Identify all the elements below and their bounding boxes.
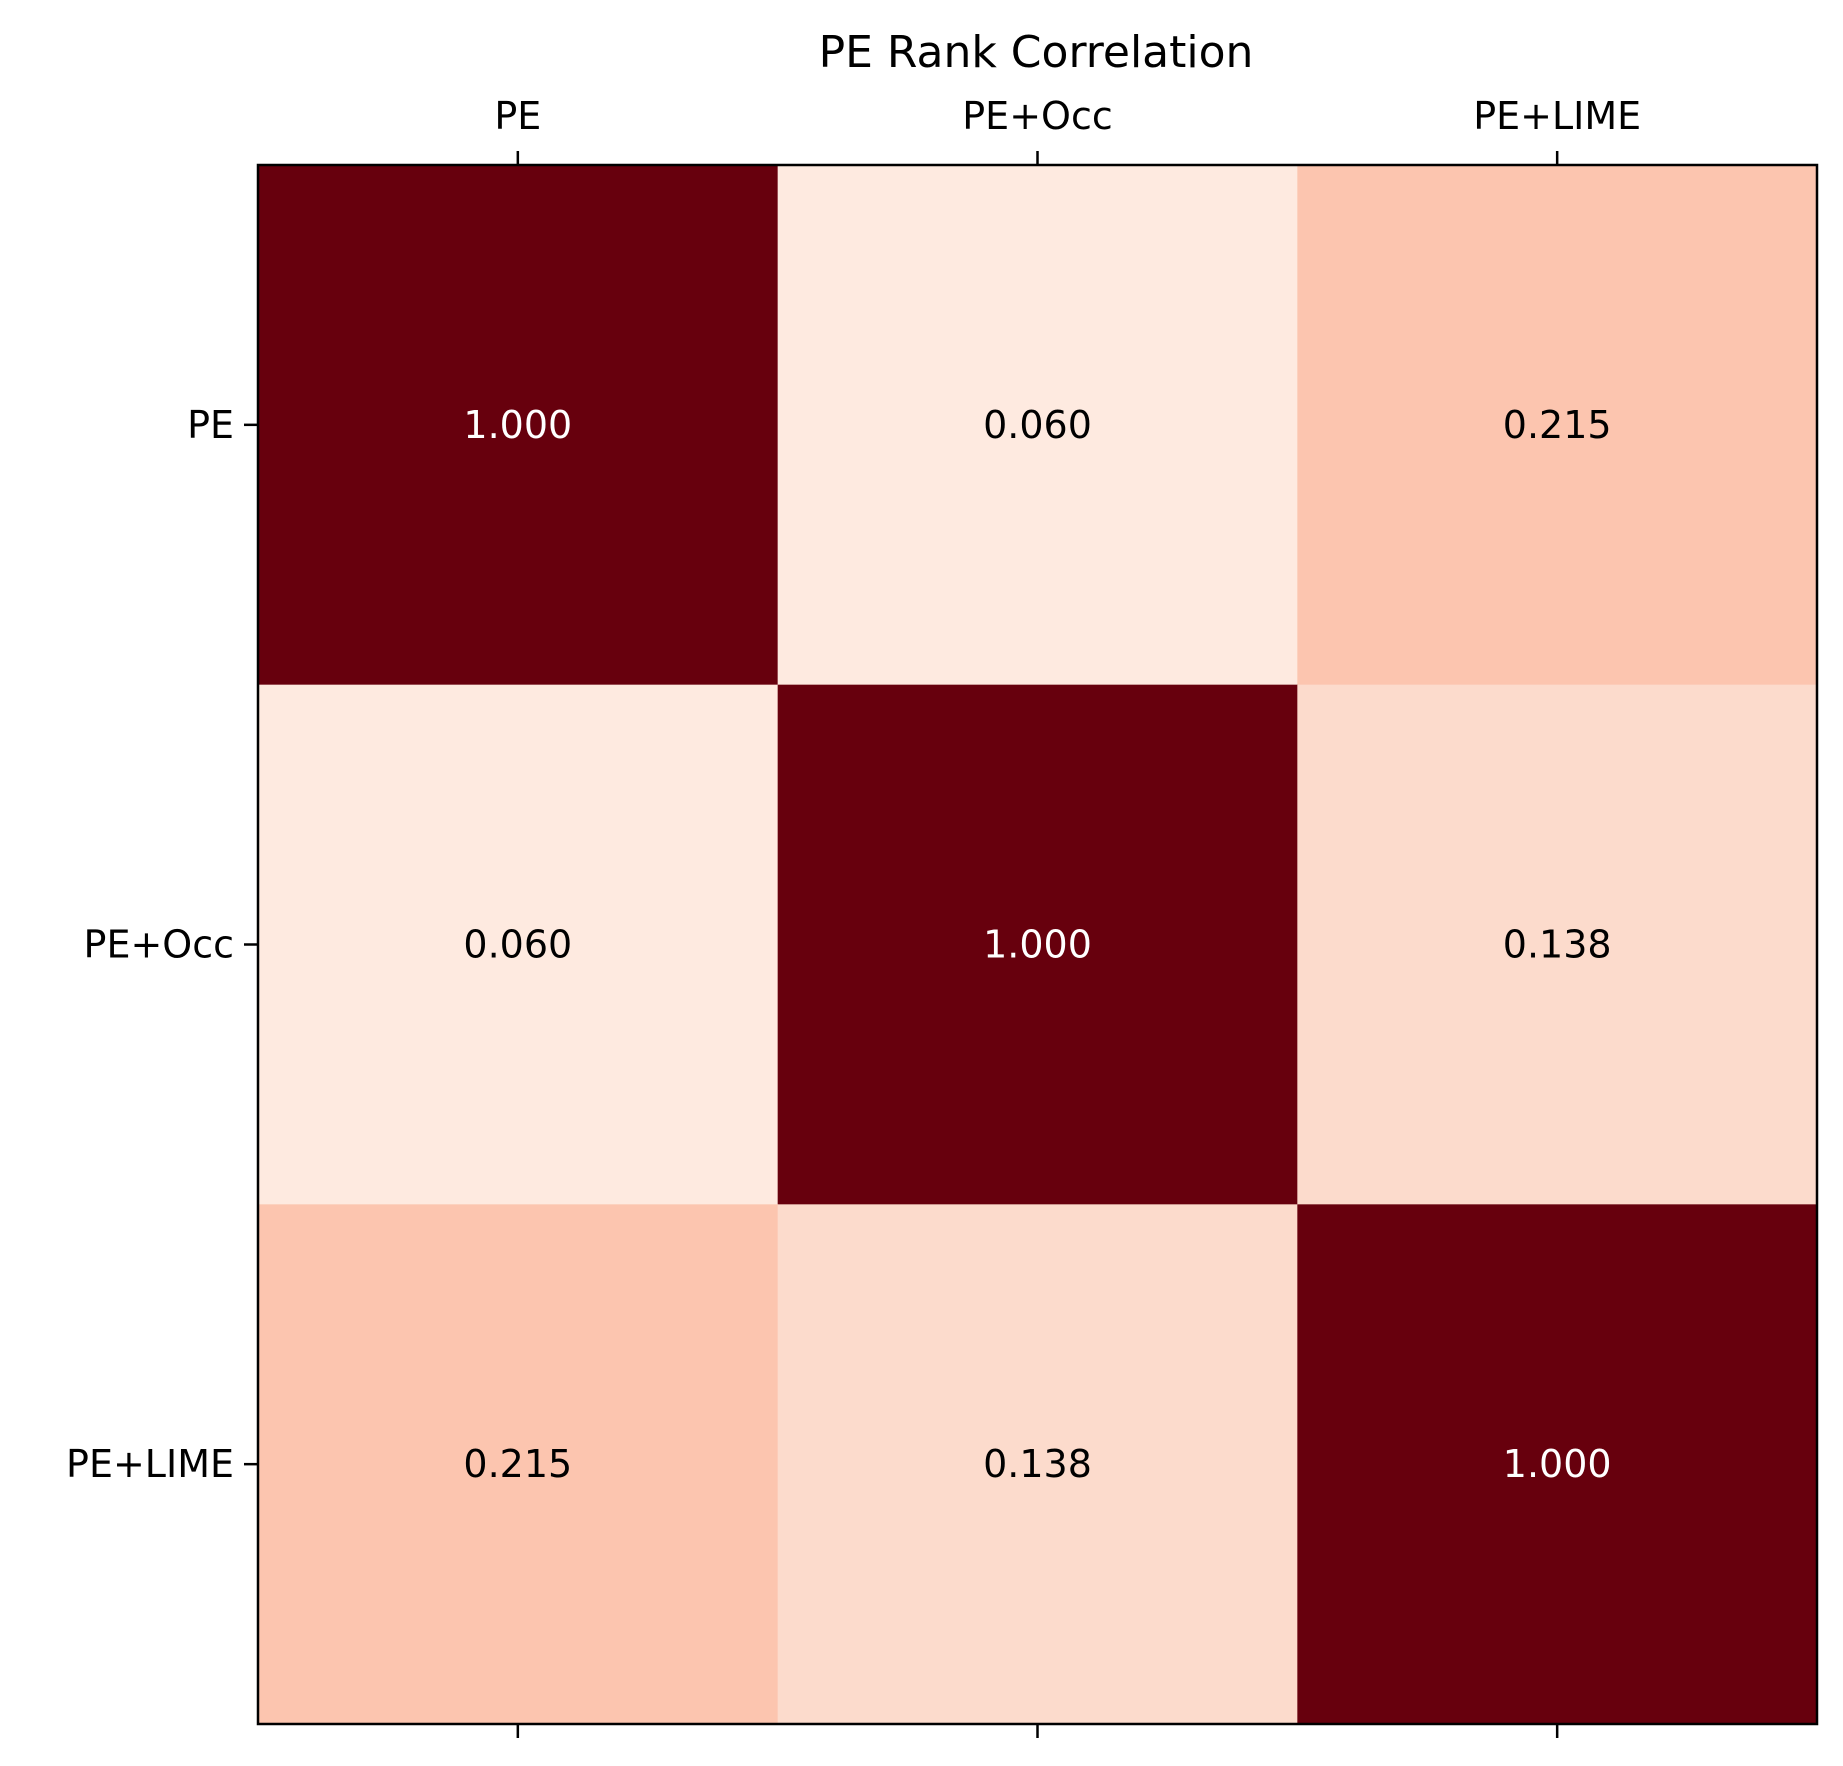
heatmap-cell-r1-c1 [777,684,1298,1205]
cell-value-labels: 1.000 0.060 0.215 0.060 1.000 0.138 0.215 0.138… [463,403,1611,1486]
x-tick-label-2: PE+LIME [1473,94,1641,138]
y-tick-label-0: PE [187,403,234,447]
cell-value-label-r0-c2: 0.215 [1503,403,1612,447]
cell-value-label-r0-c0: 1.000 [463,403,572,447]
heatmap-cell-r0-c0 [258,165,779,686]
cell-value-label-r1-c1: 1.000 [983,923,1092,967]
x-tick-label-1: PE+Occ [962,94,1112,138]
cell-value-label-r2-c1: 0.138 [983,1442,1092,1486]
y-tick-label-1: PE+Occ [84,923,234,967]
heatmap-cell-r2-c1 [777,1204,1298,1725]
heatmap-cell-r1-c2 [1297,684,1818,1205]
cell-value-label-r2-c2: 1.000 [1503,1442,1612,1486]
heatmap-cell-r0-c1 [777,165,1298,686]
heatmap-cell-r2-c0 [258,1204,779,1725]
cell-value-label-r2-c0: 0.215 [463,1442,572,1486]
heatmap-cell-r1-c0 [258,684,779,1205]
chart-title: PE Rank Correlation [819,27,1254,78]
y-tick-label-2: PE+LIME [66,1442,234,1486]
axis-ticks: PE PE+Occ PE+LIME PE PE+Occ PE+LIME [66,94,1641,1738]
heatmap-cell-r2-c2 [1297,1204,1818,1725]
x-tick-label-0: PE [494,94,541,138]
heatmap-cells [258,165,1818,1725]
cell-value-label-r1-c0: 0.060 [463,923,572,967]
cell-value-label-r1-c2: 0.138 [1503,923,1612,967]
heatmap-cell-r0-c2 [1297,165,1818,686]
cell-value-label-r0-c1: 0.060 [983,403,1092,447]
